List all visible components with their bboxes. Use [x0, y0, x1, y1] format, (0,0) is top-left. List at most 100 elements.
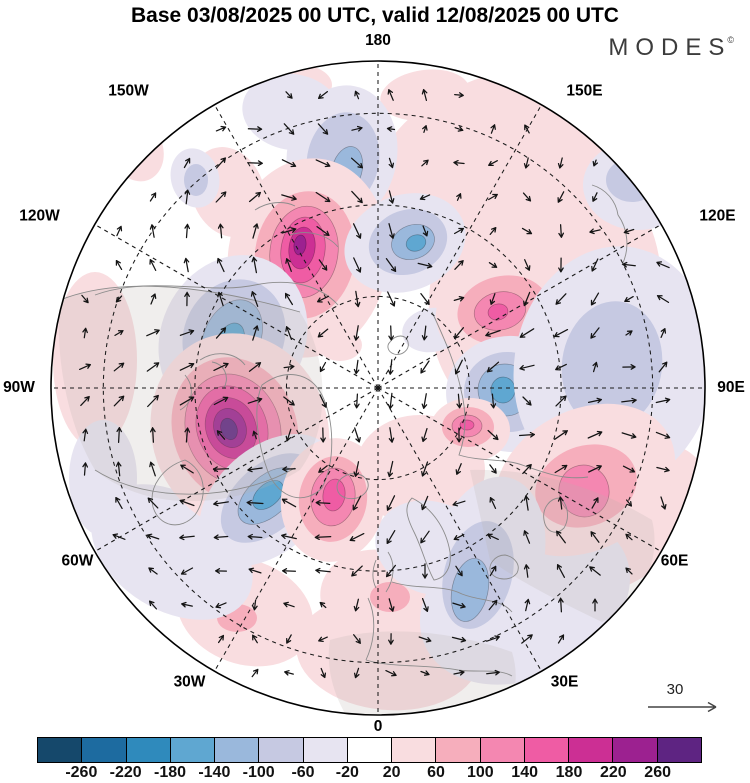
- wind-arrow: [285, 428, 292, 442]
- wind-arrow: [487, 429, 499, 441]
- wind-arrow: [281, 568, 297, 574]
- wind-arrow: [521, 227, 533, 235]
- wind-arrow: [247, 533, 263, 540]
- wind-arrow: [113, 362, 125, 372]
- wind-arrow: [283, 363, 295, 370]
- wind-arrow: [247, 397, 263, 404]
- meridian-label-150E: 150E: [566, 83, 602, 100]
- wind-arrow: [555, 293, 567, 305]
- wind-arrow: [82, 462, 89, 476]
- wind-arrow: [387, 291, 396, 307]
- wind-arrow: [388, 157, 395, 169]
- wind-arrow: [316, 295, 330, 303]
- meridian-line: [94, 224, 379, 389]
- wind-arrow: [179, 329, 195, 336]
- wind-arrow: [318, 636, 328, 643]
- wind-arrow: [314, 534, 332, 541]
- wind-arrow: [524, 259, 531, 271]
- wind-arrow: [146, 329, 160, 337]
- wind-arrow: [421, 159, 429, 167]
- meridian-label-150W: 150W: [108, 83, 149, 100]
- wind-arrow: [421, 393, 428, 409]
- meridian-label-90W: 90W: [3, 379, 35, 396]
- wind-arrow: [524, 124, 530, 134]
- wind-arrow: [588, 464, 602, 473]
- meridian-line: [377, 104, 542, 389]
- wind-arrow: [116, 426, 123, 444]
- wind-arrow: [353, 325, 360, 341]
- meridian-label-180: 180: [365, 32, 391, 49]
- modes-logo: MODES©: [608, 34, 734, 62]
- wind-arrow: [519, 364, 535, 371]
- wind-arrow: [354, 427, 361, 443]
- colorbar-tick-label: 100: [466, 764, 494, 781]
- wind-arrow: [658, 361, 668, 373]
- coastline: [591, 184, 628, 266]
- wind-arrow: [115, 461, 122, 477]
- colorbar-tick-label: -260: [65, 764, 98, 781]
- wind-vector-layer: [78, 88, 671, 679]
- vector-reference-label: 30: [666, 681, 684, 698]
- wind-arrow: [387, 89, 394, 101]
- wind-arrow: [113, 395, 125, 407]
- wind-arrow: [179, 362, 195, 371]
- coastline: [431, 311, 589, 479]
- anomaly-ring-blue-east-siberian: [405, 234, 427, 252]
- wind-arrow: [558, 257, 564, 273]
- wind-arrow: [590, 327, 600, 339]
- wind-arrow: [523, 157, 530, 169]
- coastline-layer: [59, 184, 628, 677]
- wind-arrow: [350, 157, 364, 169]
- wind-arrow: [621, 432, 637, 439]
- latitude-circle: [194, 204, 562, 572]
- wind-arrow: [590, 292, 600, 306]
- wind-arrow: [315, 159, 331, 168]
- wind-arrow: [248, 191, 262, 203]
- wind-arrow: [488, 193, 498, 201]
- wind-arrow: [554, 430, 568, 440]
- wind-arrow: [214, 568, 228, 574]
- wind-arrow: [353, 667, 360, 679]
- colorbar-tick-label: 260: [644, 764, 672, 781]
- wind-arrow: [385, 564, 397, 578]
- meridian-label-120E: 120E: [699, 208, 735, 225]
- wind-arrow: [456, 427, 462, 443]
- wind-arrow: [114, 329, 124, 337]
- colorbar-cell-10: [479, 737, 525, 763]
- wind-arrow: [216, 257, 225, 273]
- wind-arrow: [82, 428, 89, 442]
- reference-arrow: [648, 701, 717, 713]
- colorbar-cell-3: [169, 737, 216, 763]
- anomaly-ring-lavender-left-low-edge: [69, 420, 137, 536]
- wind-arrow: [213, 534, 229, 541]
- coastline: [372, 551, 394, 593]
- wind-arrow: [283, 396, 295, 406]
- colorbar-cell-12: [568, 737, 614, 763]
- wind-arrow: [248, 567, 262, 574]
- colorbar-cell-14: [656, 737, 702, 763]
- wind-arrow: [146, 533, 160, 540]
- colorbar-tick-label: 60: [427, 764, 445, 781]
- wind-arrow: [252, 599, 258, 611]
- wind-arrow: [184, 189, 191, 205]
- wind-arrow: [215, 602, 227, 609]
- wind-arrow: [317, 328, 329, 338]
- wind-arrow: [179, 396, 195, 406]
- wind-arrow: [453, 327, 465, 339]
- wind-arrow: [252, 634, 258, 644]
- wind-arrow: [489, 496, 497, 510]
- wind-arrow: [315, 191, 331, 203]
- colorbar-cell-7: [346, 737, 393, 763]
- modes-logo-text: MODES: [608, 34, 732, 61]
- wind-arrow: [656, 261, 670, 269]
- wind-arrow: [589, 566, 601, 576]
- wind-arrow: [349, 532, 365, 542]
- wind-arrow: [625, 330, 633, 336]
- wind-arrow: [351, 190, 363, 204]
- wind-arrow: [453, 669, 465, 676]
- wind-arrow: [592, 159, 599, 167]
- wind-arrow: [215, 327, 227, 339]
- wind-arrow: [80, 395, 90, 407]
- meridian-line: [377, 387, 542, 672]
- wind-arrow: [660, 496, 667, 510]
